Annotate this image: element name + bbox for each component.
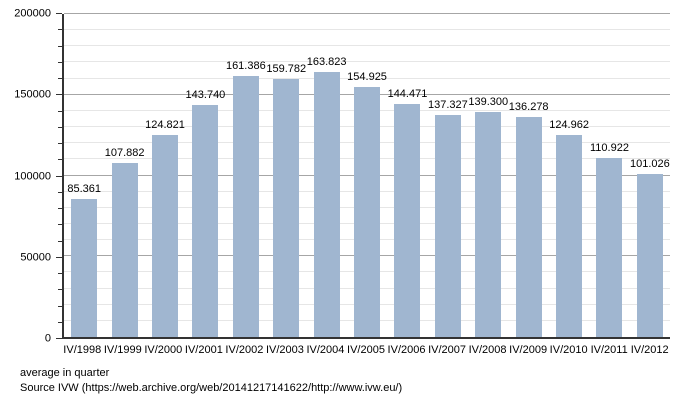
y-tick-label: 150000 xyxy=(14,88,51,101)
bar-value-label: 107.882 xyxy=(104,146,145,159)
y-tick xyxy=(58,110,62,112)
y-tick-label: 200000 xyxy=(14,7,51,20)
bar xyxy=(71,199,98,337)
bar-slot: 139.300 xyxy=(468,14,508,337)
y-tick xyxy=(58,126,62,128)
bar-value-label: 163.823 xyxy=(306,56,347,69)
bar-slot: 85.361 xyxy=(64,14,104,337)
chart-footer: average in quarter Source IVW (https://w… xyxy=(20,366,402,396)
bar-slot: 161.386 xyxy=(226,14,266,337)
bar-slot: 154.925 xyxy=(347,14,387,337)
gridline-minor xyxy=(64,77,670,79)
x-tick-label: IV/2005 xyxy=(347,344,385,356)
bar-value-label: 136.278 xyxy=(508,100,549,113)
y-tick xyxy=(56,175,62,177)
bar xyxy=(596,157,623,337)
bar-slot: 163.823 xyxy=(306,14,347,337)
bar xyxy=(313,72,340,337)
y-tick xyxy=(58,61,62,63)
x-tick-label: IV/2004 xyxy=(306,344,345,356)
y-tick xyxy=(58,224,62,226)
y-axis: 0 50000 100000 150000 200000 xyxy=(0,8,62,344)
gridline-minor xyxy=(64,29,670,31)
bar-value-label: 143.740 xyxy=(185,88,226,101)
bar xyxy=(192,104,219,337)
bar xyxy=(152,135,179,337)
bar xyxy=(475,112,502,337)
bar xyxy=(556,135,583,337)
y-tick xyxy=(56,256,62,258)
y-tick xyxy=(56,94,62,96)
y-tick xyxy=(58,45,62,47)
bar-value-label: 137.327 xyxy=(427,99,468,112)
y-tick xyxy=(56,13,62,14)
bar xyxy=(434,115,461,337)
bar-value-label: 110.922 xyxy=(590,141,629,154)
x-tick-label: IV/2006 xyxy=(387,344,426,356)
y-tick xyxy=(56,338,62,339)
bar-slot: 136.278 xyxy=(508,14,549,337)
y-tick-label: 50000 xyxy=(20,251,51,264)
x-tick-label: IV/1999 xyxy=(103,344,142,356)
bar xyxy=(394,103,421,337)
y-tick xyxy=(58,321,62,323)
bar xyxy=(636,173,663,337)
x-tick-label: IV/1998 xyxy=(63,344,102,356)
y-tick xyxy=(58,240,62,242)
x-tick-label: IV/2003 xyxy=(265,344,304,356)
bar-value-label: 139.300 xyxy=(468,96,509,109)
bar-value-label: 144.471 xyxy=(387,87,428,100)
y-tick xyxy=(58,159,62,161)
gridline-minor xyxy=(64,45,670,47)
footer-note: average in quarter xyxy=(20,367,110,379)
y-tick xyxy=(58,143,62,144)
x-tick-label: IV/2007 xyxy=(428,344,466,356)
y-tick xyxy=(58,289,62,291)
bar-slot: 124.962 xyxy=(549,14,589,337)
bar-slot: 110.922 xyxy=(589,14,629,337)
x-tick-label: IV/2010 xyxy=(549,344,588,356)
x-tick-label: IV/2002 xyxy=(225,344,264,356)
bar-slot: 107.882 xyxy=(104,14,144,337)
y-tick xyxy=(58,29,62,31)
plot-area: 85.361 107.882 124.821 143.740 161.386 159.78… xyxy=(62,13,670,339)
bar-slot: 144.471 xyxy=(387,14,427,337)
bar-value-label: 101.026 xyxy=(630,157,670,170)
x-tick-label: IV/2000 xyxy=(144,344,183,356)
x-tick-label: IV/2008 xyxy=(468,344,507,356)
gridline-minor xyxy=(64,61,670,63)
y-tick xyxy=(58,273,62,274)
bar-slot: 101.026 xyxy=(630,14,670,337)
bar xyxy=(232,76,259,337)
x-tick-label: IV/2009 xyxy=(509,344,548,356)
y-tick xyxy=(58,208,62,209)
bar xyxy=(111,162,138,337)
bar xyxy=(354,86,381,337)
footer-source: Source IVW (https://web.archive.org/web/… xyxy=(20,382,403,394)
y-tick xyxy=(58,78,62,79)
bar-slot: 159.782 xyxy=(266,14,306,337)
bar xyxy=(515,116,542,337)
x-tick-label: IV/2001 xyxy=(184,344,223,356)
y-tick-label: 100000 xyxy=(14,170,51,182)
bars-layer: 85.361 107.882 124.821 143.740 161.386 159.78… xyxy=(64,14,670,337)
x-tick-label: IV/2012 xyxy=(630,344,669,356)
bar-slot: 137.327 xyxy=(428,14,468,337)
bar-value-label: 161.386 xyxy=(225,60,266,73)
bar xyxy=(273,78,300,337)
bar-slot: 124.821 xyxy=(145,14,185,337)
bar-value-label: 124.821 xyxy=(145,119,185,132)
bar-slot: 143.740 xyxy=(185,14,225,337)
bar-value-label: 124.962 xyxy=(549,119,589,132)
y-tick xyxy=(58,305,62,307)
gridline-major xyxy=(64,13,670,14)
y-tick-label: 0 xyxy=(44,332,51,345)
x-tick-label: IV/2011 xyxy=(590,344,628,356)
x-axis-labels: IV/1998 IV/1999 IV/2000 IV/2001 IV/2002 IV/20… xyxy=(62,344,670,356)
bar-value-label: 154.925 xyxy=(347,70,387,83)
bar-value-label: 159.782 xyxy=(266,62,307,75)
bar-value-label: 85.361 xyxy=(67,183,102,196)
y-tick xyxy=(58,191,62,193)
